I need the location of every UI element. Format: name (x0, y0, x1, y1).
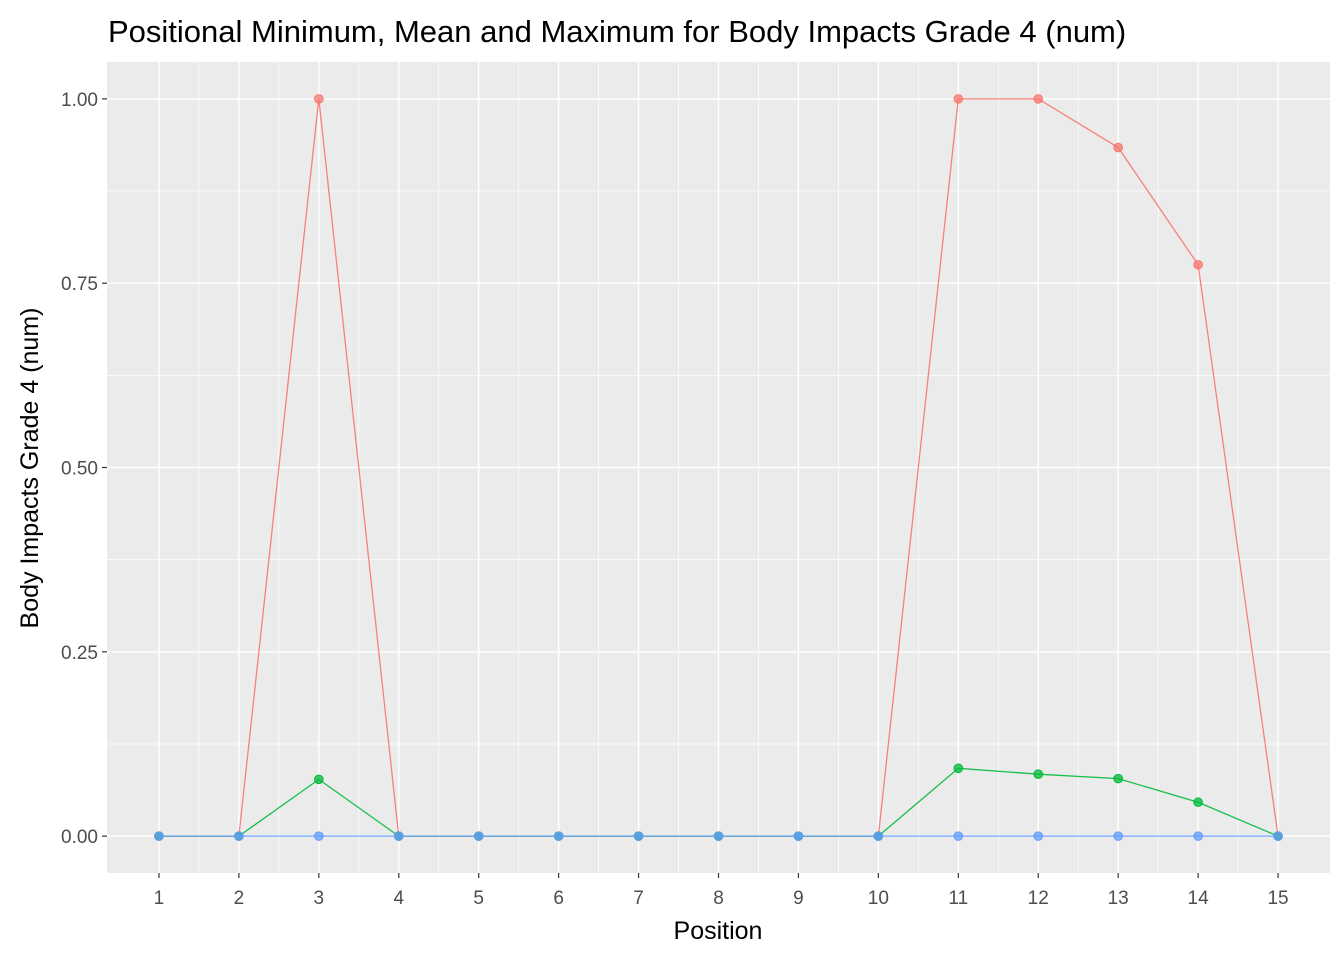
series-point-2 (1113, 773, 1123, 784)
series-point-3 (314, 831, 324, 841)
y-tick-label: 0.75 (61, 274, 98, 295)
x-tick-label: 8 (713, 888, 724, 909)
series-point-2 (314, 774, 324, 785)
x-tick-label: 14 (1188, 888, 1210, 909)
series-point-2 (953, 763, 964, 774)
series-point-3 (1273, 831, 1283, 841)
series-point-3 (234, 831, 244, 841)
x-tick-label: 10 (868, 888, 889, 909)
series-point-3 (473, 831, 484, 841)
series-point-1 (1033, 94, 1044, 104)
x-tick-label: 1 (154, 888, 165, 909)
series-point-3 (553, 831, 564, 841)
x-tick-label: 2 (234, 888, 245, 909)
series-point-3 (713, 831, 724, 841)
x-tick-label: 13 (1108, 888, 1129, 909)
y-tick-label: 0.25 (61, 643, 98, 664)
series-point-3 (1033, 831, 1044, 841)
series-point-1 (953, 94, 964, 104)
x-tick-label: 7 (633, 888, 644, 909)
y-tick-label: 1.00 (61, 90, 98, 111)
x-axis: 1 2 3 4 5 6 7 8 9 10 11 12 13 14 15 (154, 873, 1289, 909)
x-tick-label: 3 (314, 888, 325, 909)
series-point-3 (793, 831, 804, 841)
series-point-3 (154, 831, 164, 841)
x-tick-label: 11 (948, 888, 968, 909)
series-point-2 (1193, 797, 1203, 808)
x-axis-title: Position (674, 917, 763, 945)
series-point-3 (873, 831, 884, 841)
series-layer (154, 94, 1283, 841)
x-tick-label: 12 (1028, 888, 1049, 909)
chart-title: Positional Minimum, Mean and Maximum for… (108, 14, 1126, 49)
series-point-3 (393, 831, 404, 841)
series-point-3 (633, 831, 644, 841)
series-point-1 (1113, 142, 1123, 153)
y-tick-label: 0.50 (61, 459, 98, 480)
series-point-3 (953, 831, 964, 841)
x-tick-label: 5 (473, 888, 484, 909)
y-tick-label: 0.00 (61, 827, 98, 848)
series-point-3 (1193, 831, 1203, 841)
x-tick-label: 6 (553, 888, 564, 909)
y-axis-title: Body Impacts Grade 4 (num) (16, 308, 44, 629)
series-point-3 (1113, 831, 1123, 841)
series-point-1 (1193, 259, 1203, 270)
series-point-2 (1033, 769, 1044, 780)
series-point-1 (314, 94, 324, 104)
y-axis: 0.00 0.25 0.50 0.75 1.00 (61, 90, 107, 848)
x-tick-label: 4 (393, 888, 404, 909)
x-tick-label: 9 (793, 888, 804, 909)
x-tick-label: 15 (1267, 888, 1288, 909)
